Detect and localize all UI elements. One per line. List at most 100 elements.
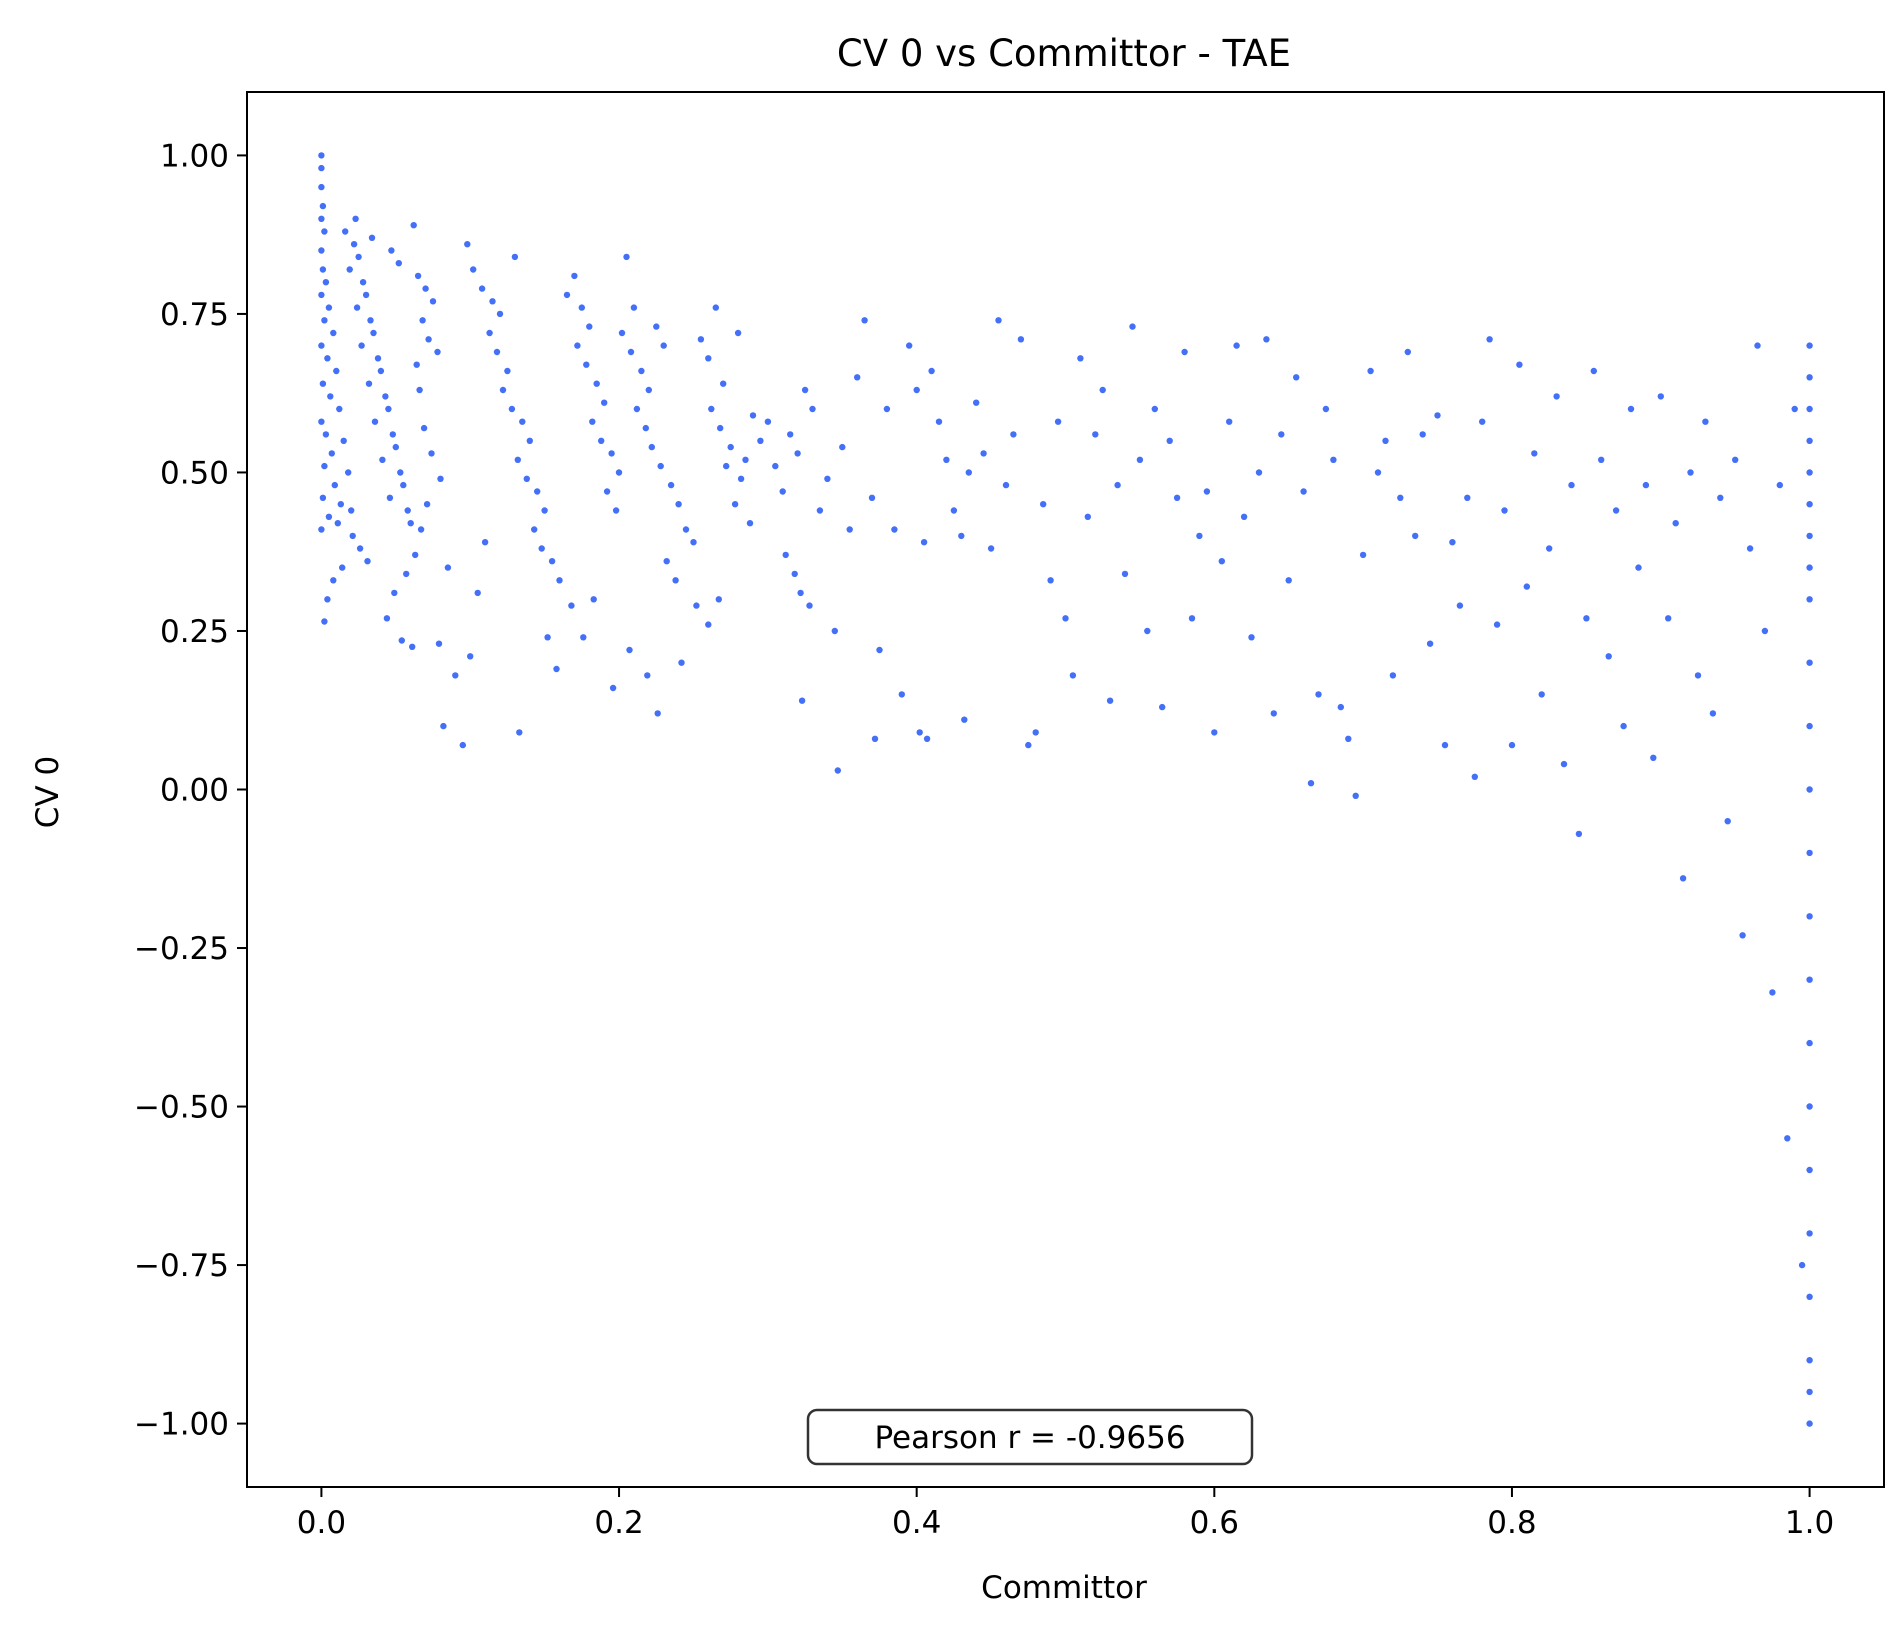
x-tick-label: 1.0 xyxy=(1785,1505,1834,1541)
data-point xyxy=(389,431,396,438)
data-point xyxy=(531,526,538,533)
y-tick-label: 1.00 xyxy=(160,138,229,174)
data-point xyxy=(1657,393,1665,400)
data-point xyxy=(1776,481,1784,489)
data-point xyxy=(318,247,325,254)
data-point xyxy=(1709,710,1717,717)
data-point xyxy=(654,710,661,717)
data-point xyxy=(1166,437,1173,444)
data-point xyxy=(374,355,382,362)
data-point xyxy=(470,266,477,273)
data-point xyxy=(660,342,667,349)
data-point xyxy=(514,456,521,463)
data-point xyxy=(1285,577,1292,584)
data-point xyxy=(831,627,838,635)
data-point xyxy=(409,643,416,650)
data-point xyxy=(379,456,386,463)
data-point xyxy=(516,729,523,736)
data-point xyxy=(782,551,789,559)
data-point xyxy=(697,336,705,343)
data-point xyxy=(749,412,757,419)
data-point xyxy=(757,437,764,444)
data-point xyxy=(330,577,337,584)
data-point xyxy=(615,469,623,476)
y-tick-label: 0.00 xyxy=(160,773,229,809)
data-point xyxy=(1806,501,1813,508)
data-point xyxy=(586,323,593,330)
data-point xyxy=(891,526,898,533)
data-point xyxy=(1203,488,1211,495)
data-point xyxy=(816,507,824,514)
data-point xyxy=(339,564,346,571)
data-point xyxy=(464,241,471,248)
data-point xyxy=(1025,741,1032,749)
y-tick-label: 0.25 xyxy=(160,614,229,650)
data-point xyxy=(1493,621,1501,628)
data-point xyxy=(1806,564,1813,571)
data-point xyxy=(526,437,533,444)
data-point xyxy=(425,336,432,343)
x-tick-label: 0.0 xyxy=(297,1505,346,1541)
y-tick-label: −0.75 xyxy=(134,1248,229,1284)
data-point xyxy=(391,589,398,597)
data-point xyxy=(1382,437,1389,444)
data-point xyxy=(1806,1293,1813,1301)
data-point xyxy=(583,361,590,368)
data-point xyxy=(388,247,395,254)
data-point xyxy=(397,469,404,476)
data-point xyxy=(623,253,630,261)
data-point xyxy=(598,437,605,444)
data-point xyxy=(355,253,362,261)
data-point xyxy=(1806,976,1813,983)
data-point xyxy=(508,405,516,413)
data-point xyxy=(1642,481,1650,489)
data-point xyxy=(435,640,443,647)
data-point xyxy=(1627,405,1635,413)
data-point xyxy=(1397,494,1404,501)
data-point xyxy=(1553,393,1560,400)
data-point xyxy=(1211,729,1218,736)
data-point xyxy=(1501,507,1508,514)
annotation-text: Pearson r = -0.9656 xyxy=(874,1420,1185,1456)
data-point xyxy=(467,653,474,660)
data-point xyxy=(1635,564,1642,571)
data-point xyxy=(413,361,420,368)
data-point xyxy=(1092,431,1099,438)
y-tick-label: −0.50 xyxy=(134,1090,229,1126)
data-point xyxy=(1806,1166,1813,1174)
data-point xyxy=(333,367,340,375)
data-point xyxy=(538,545,545,552)
data-point xyxy=(712,304,719,311)
data-point xyxy=(824,475,831,482)
data-point xyxy=(1806,659,1813,666)
data-point xyxy=(548,558,556,565)
data-point xyxy=(1620,722,1627,730)
data-point xyxy=(318,152,325,159)
data-point xyxy=(1754,342,1761,349)
data-point xyxy=(437,475,444,482)
data-point xyxy=(1173,494,1181,501)
data-point xyxy=(1345,735,1352,742)
data-point xyxy=(319,494,327,501)
data-point xyxy=(416,386,423,394)
y-axis-label: CV 0 xyxy=(30,756,66,828)
data-point xyxy=(1806,596,1813,603)
data-point xyxy=(553,665,560,673)
data-point xyxy=(325,513,333,520)
data-point xyxy=(1293,374,1300,381)
data-point xyxy=(493,348,501,356)
data-point xyxy=(478,285,486,292)
data-point xyxy=(1419,431,1426,438)
data-point xyxy=(1717,494,1724,501)
data-point xyxy=(417,526,425,533)
data-point xyxy=(1471,773,1479,780)
data-point xyxy=(973,399,980,406)
data-point xyxy=(1114,481,1121,489)
data-point xyxy=(1694,672,1702,679)
data-point xyxy=(742,456,749,463)
data-point xyxy=(1151,405,1159,413)
data-point xyxy=(331,481,338,489)
data-point xyxy=(429,298,437,305)
data-point xyxy=(1516,361,1523,368)
data-point xyxy=(1389,672,1397,679)
